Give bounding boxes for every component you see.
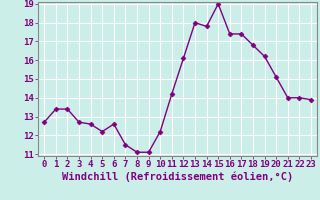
X-axis label: Windchill (Refroidissement éolien,°C): Windchill (Refroidissement éolien,°C) — [62, 172, 293, 182]
